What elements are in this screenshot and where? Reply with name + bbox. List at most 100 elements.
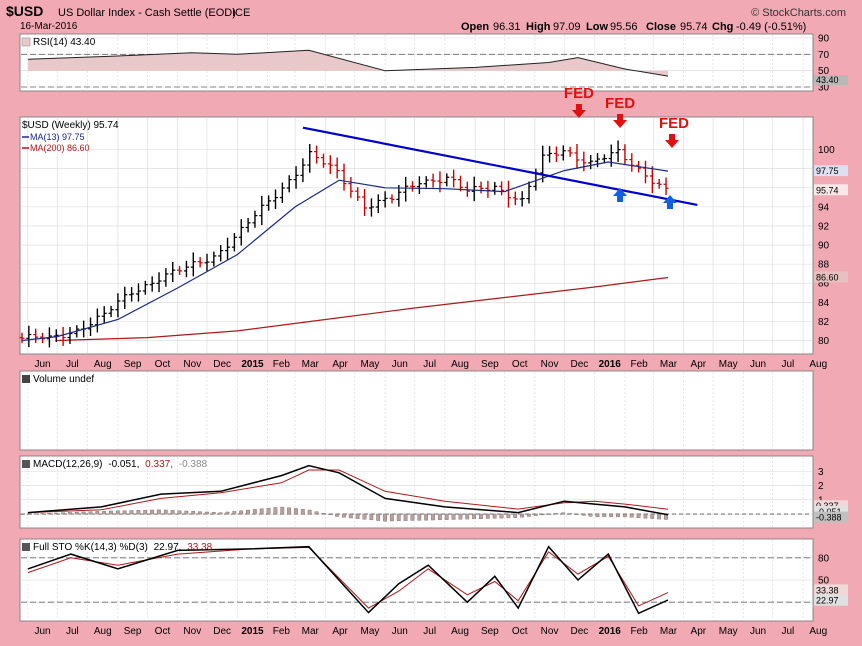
macd-hist-bar — [485, 513, 490, 519]
support-arrow-up — [663, 195, 677, 209]
sto-legend-swatch — [22, 543, 30, 551]
macd-hist-bar — [239, 510, 244, 515]
volume-panel — [19, 370, 814, 451]
macd-hist-bar — [95, 511, 100, 515]
y-tick-label: 86 — [818, 279, 830, 290]
x-tick-label: Sep — [481, 359, 499, 370]
ma200-line — [57, 276, 669, 342]
x-tick-label: Jun — [34, 359, 50, 370]
x-tick-label: 2016 — [599, 359, 622, 370]
y-tick-label: 50 — [818, 66, 830, 77]
x-tick-label: Oct — [155, 359, 171, 370]
x-tick-label: Apr — [691, 359, 707, 370]
macd-hist-bar — [574, 513, 579, 515]
y-tick-label: 2 — [818, 481, 824, 492]
ma13-value-tag-bg — [814, 165, 848, 177]
macd-hist-bar — [33, 513, 38, 515]
chg-value: -0.49 (-0.51%) — [736, 21, 806, 33]
macd-hist-bar — [499, 513, 504, 519]
macd-hist-bar — [465, 513, 470, 520]
macd-hist-bar — [383, 513, 387, 522]
volume-legend: Volume undef — [33, 374, 94, 385]
macd-legend-signal: 0.337, — [145, 459, 173, 470]
macd-hist-bar — [143, 509, 148, 515]
macd-hist-bar — [20, 513, 24, 515]
macd-hist-bar — [657, 513, 661, 520]
macd-hist-tag-bg — [814, 511, 848, 523]
macd-hist-bar — [342, 513, 346, 518]
macd-hist-bar — [650, 513, 655, 519]
symbol-title: $USD — [6, 3, 43, 19]
rsi-area — [27, 50, 668, 77]
macd-hist-bar — [403, 513, 408, 521]
x-tick-label: Jun — [750, 626, 766, 637]
x-tick-label: Mar — [302, 626, 320, 637]
macd-legend-macd: -0.051, — [108, 459, 139, 470]
macd-hist-bar — [458, 513, 463, 520]
x-tick-label: 2016 — [599, 626, 622, 637]
x-tick-label: Feb — [631, 626, 649, 637]
macd-hist-bar — [74, 511, 79, 515]
high-label: High — [526, 21, 551, 33]
macd-hist-bar — [211, 512, 216, 515]
ma200-value-tag: 86.60 — [816, 272, 839, 282]
x-tick-label: May — [719, 626, 738, 637]
x-tick-label: Aug — [809, 359, 827, 370]
x-tick-label: Jun — [34, 626, 50, 637]
exchange-label: ICE — [232, 7, 250, 19]
high-value: 97.09 — [553, 21, 581, 33]
macd-hist-bar — [198, 511, 202, 515]
ma200-legend: MA(200) 86.60 — [30, 143, 90, 153]
macd-hist-bar — [67, 512, 72, 515]
x-tick-label: Nov — [541, 626, 559, 637]
x-tick-label: Feb — [631, 359, 649, 370]
trendline — [302, 126, 698, 207]
macd-hist-bar — [609, 513, 614, 518]
macd-hist-bar — [47, 513, 52, 515]
x-tick-label: Apr — [691, 626, 707, 637]
macd-hist-bar — [259, 508, 264, 515]
chg-label: Chg — [712, 21, 733, 33]
price-value-tag-bg — [814, 184, 848, 196]
macd-hist-bar — [472, 513, 476, 520]
y-tick-label: 80 — [818, 336, 830, 347]
x-tick-label: Dec — [213, 359, 231, 370]
macd-hist-bar — [533, 513, 538, 516]
macd-hist-bar — [479, 513, 483, 519]
macd-hist-bar — [102, 510, 107, 515]
macd-hist-bar — [451, 513, 456, 520]
low-value: 95.56 — [610, 21, 638, 33]
x-tick-label: Jul — [782, 626, 795, 637]
macd-hist-bar — [424, 513, 429, 521]
macd-hist-bar — [81, 511, 86, 515]
macd-legend-swatch — [22, 460, 30, 468]
x-tick-label: Sep — [124, 359, 142, 370]
rsi-legend-swatch — [21, 37, 31, 47]
x-tick-label: Aug — [94, 359, 112, 370]
macd-hist-bar — [307, 509, 312, 515]
macd-hist-bar — [335, 513, 339, 517]
macd-hist-bar — [629, 513, 634, 518]
x-tick-label: 2015 — [241, 359, 264, 370]
macd-hist-bar — [314, 511, 319, 515]
y-tick-label: 80 — [818, 553, 830, 564]
y-tick-label: 30 — [818, 83, 830, 94]
sto-legend-k: 22.97, — [154, 542, 182, 553]
x-tick-label: Jul — [66, 626, 79, 637]
macd-hist-bar — [547, 513, 552, 515]
ma13-value-tag: 97.75 — [816, 166, 839, 176]
ma13-legend: MA(13) 97.75 — [30, 132, 85, 142]
macd-legend: MACD(12,26,9) -0.051, 0.337, -0.388 — [33, 459, 208, 470]
fed-label: FED — [564, 85, 594, 102]
macd-hist-bar — [321, 513, 326, 515]
macd-hist-bar — [287, 507, 292, 515]
x-tick-label: Nov — [541, 359, 559, 370]
rsi-value-tag — [814, 75, 848, 85]
macd-hist-bar — [252, 509, 257, 515]
price-panel — [19, 116, 814, 355]
open-label: Open — [461, 21, 489, 33]
macd-hist-bar — [396, 513, 401, 522]
macd-hist-bar — [602, 513, 607, 518]
